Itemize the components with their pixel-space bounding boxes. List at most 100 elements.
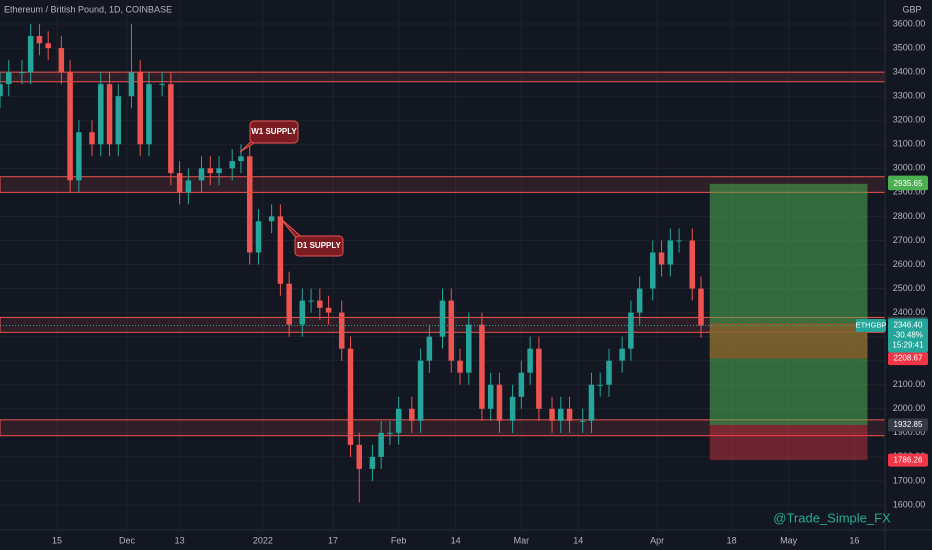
x-tick-label: 18 xyxy=(727,535,737,545)
candle-body xyxy=(308,300,314,302)
x-tick-label: Mar xyxy=(514,535,530,545)
candle-body xyxy=(36,36,43,44)
symbol-label: ETHGBP xyxy=(856,320,887,329)
callout-box xyxy=(249,120,299,144)
x-tick-label: 16 xyxy=(849,535,859,545)
candle-body xyxy=(509,396,516,421)
candle-body xyxy=(106,84,113,145)
candle-body xyxy=(286,283,292,325)
price-badge-label: 2208.67 xyxy=(894,354,923,363)
y-tick-label: 3300.00 xyxy=(893,91,926,101)
candle-body xyxy=(676,240,682,242)
candle-body xyxy=(115,96,122,145)
price-badge xyxy=(888,177,928,191)
candle-body xyxy=(19,72,25,74)
y-tick-label: 2800.00 xyxy=(893,211,926,221)
candle-body xyxy=(689,240,695,289)
y-tick-label: 3200.00 xyxy=(893,115,926,125)
x-tick-label: 14 xyxy=(451,535,461,545)
x-tick-label: 15 xyxy=(52,535,62,545)
y-tick-label: 2100.00 xyxy=(893,379,926,389)
candle-body xyxy=(185,180,192,193)
candle-body xyxy=(417,360,424,421)
candle-body xyxy=(409,408,415,421)
candle-body xyxy=(45,43,51,49)
price-badge-label: 2935.65 xyxy=(894,179,923,188)
y-tick-label: 3500.00 xyxy=(893,42,926,52)
candle-body xyxy=(356,444,363,469)
candle-body xyxy=(378,432,384,457)
candle-body xyxy=(479,324,485,409)
candle-body xyxy=(698,288,704,326)
annotation-text: W1 SUPPLY xyxy=(251,127,297,136)
stop-zone xyxy=(709,424,868,461)
x-tick-label: 2022 xyxy=(253,535,273,545)
candle-body xyxy=(448,300,455,361)
candle-body xyxy=(566,408,573,421)
x-tick-label: Feb xyxy=(391,535,407,545)
price-badge xyxy=(888,453,928,467)
price-badge xyxy=(888,352,928,366)
candle-body xyxy=(6,72,12,85)
candle-body xyxy=(277,216,284,284)
y-tick-label: 2700.00 xyxy=(893,235,926,245)
candle-body xyxy=(457,360,463,373)
candle-body xyxy=(597,384,603,386)
y-tick-label: 2900.00 xyxy=(893,187,926,197)
current-change: -30.48% xyxy=(893,331,923,340)
candle-body xyxy=(255,221,262,253)
candle-body xyxy=(128,72,135,97)
x-tick-label: 14 xyxy=(573,535,583,545)
y-tick-label: 2000.00 xyxy=(893,403,926,413)
candle-body xyxy=(369,456,376,469)
candle-body xyxy=(606,360,612,385)
candle-body xyxy=(67,72,73,181)
candle-body xyxy=(325,307,332,313)
symbol-badge xyxy=(856,318,886,332)
candle-body xyxy=(558,408,564,421)
x-tick-label: 17 xyxy=(328,535,338,545)
price-badge-label: 1932.85 xyxy=(894,420,923,429)
candle-body xyxy=(636,288,643,313)
candle-body xyxy=(246,156,253,253)
header: Ethereum / British Pound, 1D, COINBASE xyxy=(4,4,172,14)
candle-body xyxy=(426,336,433,361)
y-tick-label: 3100.00 xyxy=(893,139,926,149)
candle-body xyxy=(466,324,472,373)
y-tick-label: 1900.00 xyxy=(893,427,926,437)
y-tick-label: 3600.00 xyxy=(893,18,926,28)
candle-body xyxy=(58,48,65,73)
candle-body xyxy=(176,173,183,193)
candle-body xyxy=(146,84,152,145)
y-tick-label: 3000.00 xyxy=(893,163,926,173)
price-badge-label: 1786.26 xyxy=(894,455,923,464)
current-badge xyxy=(888,318,928,353)
y-tick-label: 2600.00 xyxy=(893,259,926,269)
candle-body xyxy=(518,372,525,397)
y-tick-label: 2500.00 xyxy=(893,283,926,293)
candle-body xyxy=(439,300,446,337)
candle-body xyxy=(395,408,402,433)
y-tick-label: 3400.00 xyxy=(893,67,926,77)
candle-body xyxy=(317,300,323,308)
candle-body xyxy=(387,432,393,434)
candle-body xyxy=(650,252,656,289)
x-tick-label: 13 xyxy=(175,535,185,545)
candle-body xyxy=(299,300,306,325)
candle-body xyxy=(347,348,354,445)
annotation-text: D1 SUPPLY xyxy=(297,241,341,250)
current-price-label: 2346.40 xyxy=(894,321,923,330)
candle-body xyxy=(207,168,214,174)
annotation-d1: D1 SUPPLY xyxy=(279,217,344,257)
annotation-w1: W1 SUPPLY xyxy=(239,120,299,153)
candle-body xyxy=(168,84,174,174)
current-countdown: 15:29:41 xyxy=(892,341,924,350)
candle-body xyxy=(238,156,244,162)
currency: GBP xyxy=(902,4,921,14)
x-tick-label: Dec xyxy=(119,535,136,545)
profit-zone xyxy=(709,183,868,425)
y-tick-label: 1700.00 xyxy=(893,475,926,485)
candle-body xyxy=(658,252,665,265)
watermark: @Trade_Simple_FX xyxy=(773,510,891,525)
x-tick-label: Apr xyxy=(650,535,664,545)
